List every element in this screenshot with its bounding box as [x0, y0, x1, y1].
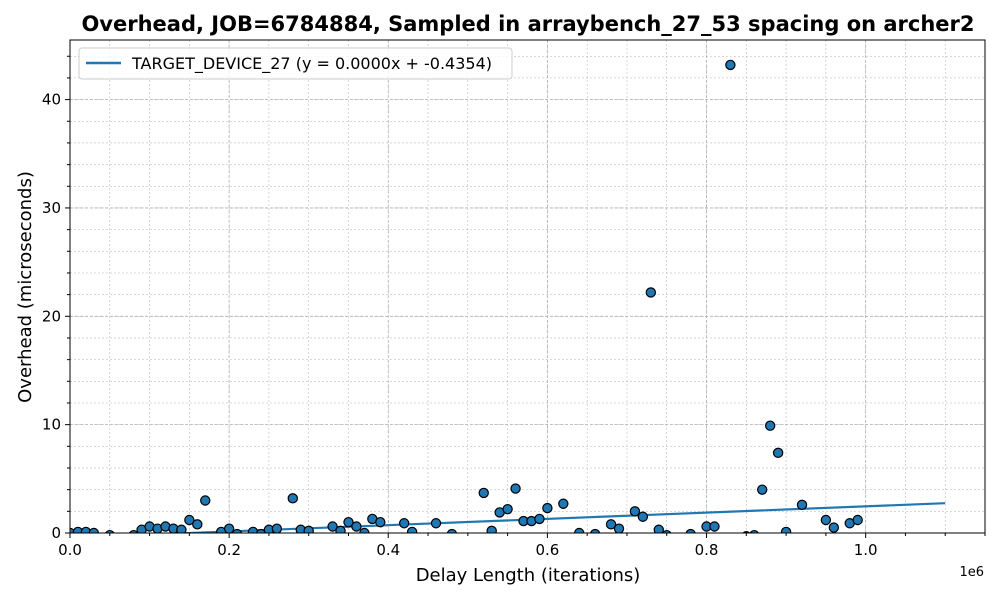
scatter-point — [709, 521, 720, 532]
scatter-point — [351, 521, 362, 532]
y-axis-ticks: 0 10 20 30 40 — [42, 55, 70, 542]
y-axis-label: Overhead (microseconds) — [15, 171, 36, 403]
scatter-point — [510, 483, 521, 494]
x-tick-label: 0.0 — [58, 541, 82, 559]
scatter-point — [255, 528, 267, 533]
scatter-point — [820, 514, 832, 526]
chart-title: Overhead, JOB=6784884, Sampled in arrayb… — [81, 12, 974, 36]
scatter-point — [780, 526, 792, 533]
scatter-point — [406, 526, 418, 533]
x-tick-label: 0.8 — [695, 541, 719, 559]
scatter-point — [223, 523, 235, 533]
y-tick-label: 0 — [51, 524, 61, 542]
scatter-point — [558, 498, 569, 509]
scatter-point — [287, 493, 298, 504]
scatter-point — [200, 495, 211, 506]
legend-label: TARGET_DEVICE_27 (y = 0.0000x + -0.4354) — [131, 54, 492, 74]
y-tick-label: 30 — [42, 199, 61, 217]
x-axis-label: Delay Length (iterations) — [416, 565, 641, 586]
scatter-point — [128, 529, 139, 533]
scatter-point — [303, 525, 314, 533]
scatter-point — [271, 523, 283, 533]
plot-area — [70, 40, 985, 533]
scatter-point — [335, 525, 346, 533]
scatter-point — [613, 523, 625, 533]
scatter-point — [828, 522, 840, 533]
scatter-point — [375, 516, 386, 528]
scatter-point — [446, 528, 457, 533]
scatter-points — [70, 59, 863, 533]
scatter-point — [852, 514, 863, 526]
scatter-point — [574, 527, 585, 533]
scatter-point — [749, 529, 759, 533]
y-tick-label: 10 — [42, 416, 61, 434]
scatter-point — [764, 420, 776, 431]
scatter-point — [398, 518, 410, 529]
scatter-point — [184, 514, 195, 526]
scatter-point — [232, 528, 243, 533]
scatter-point — [534, 513, 545, 525]
x-axis-offset-label: 1e6 — [959, 565, 984, 580]
scatter-point — [653, 524, 664, 533]
scatter-point — [105, 529, 115, 533]
scatter-point — [359, 527, 370, 533]
x-tick-label: 0.4 — [376, 541, 400, 559]
scatter-point — [247, 526, 259, 533]
scatter-point — [637, 511, 649, 522]
plot-frame — [69, 39, 986, 534]
scatter-point — [542, 502, 553, 514]
scatter-point — [478, 487, 489, 499]
scatter-point — [629, 506, 641, 517]
y-tick-label: 40 — [42, 91, 61, 109]
scatter-point — [796, 499, 808, 511]
scatter-point — [662, 529, 672, 533]
scatter-point — [645, 287, 657, 298]
scatter-point — [88, 527, 100, 533]
scatter-point — [343, 516, 354, 528]
y-tick-label: 20 — [42, 307, 61, 325]
x-tick-label: 0.2 — [217, 541, 241, 559]
legend: TARGET_DEVICE_27 (y = 0.0000x + -0.4354) — [78, 47, 513, 80]
scatter-point — [430, 518, 442, 529]
scatter-point — [772, 447, 784, 459]
scatter-point — [757, 484, 768, 495]
scatter-point — [327, 521, 338, 532]
x-axis-ticks: 0.0 0.2 0.4 0.6 0.8 1.0 — [58, 533, 986, 559]
x-tick-label: 1.0 — [854, 541, 878, 559]
legend-box — [78, 47, 513, 80]
scatter-point — [590, 528, 601, 533]
scatter-point — [605, 519, 617, 530]
scatter-point — [725, 59, 736, 71]
scatter-point — [502, 503, 513, 515]
scatter-point — [685, 528, 696, 533]
scatter-point — [192, 519, 203, 530]
x-tick-label: 0.6 — [535, 541, 559, 559]
scatter-point — [176, 524, 187, 533]
scatter-point — [486, 525, 497, 533]
